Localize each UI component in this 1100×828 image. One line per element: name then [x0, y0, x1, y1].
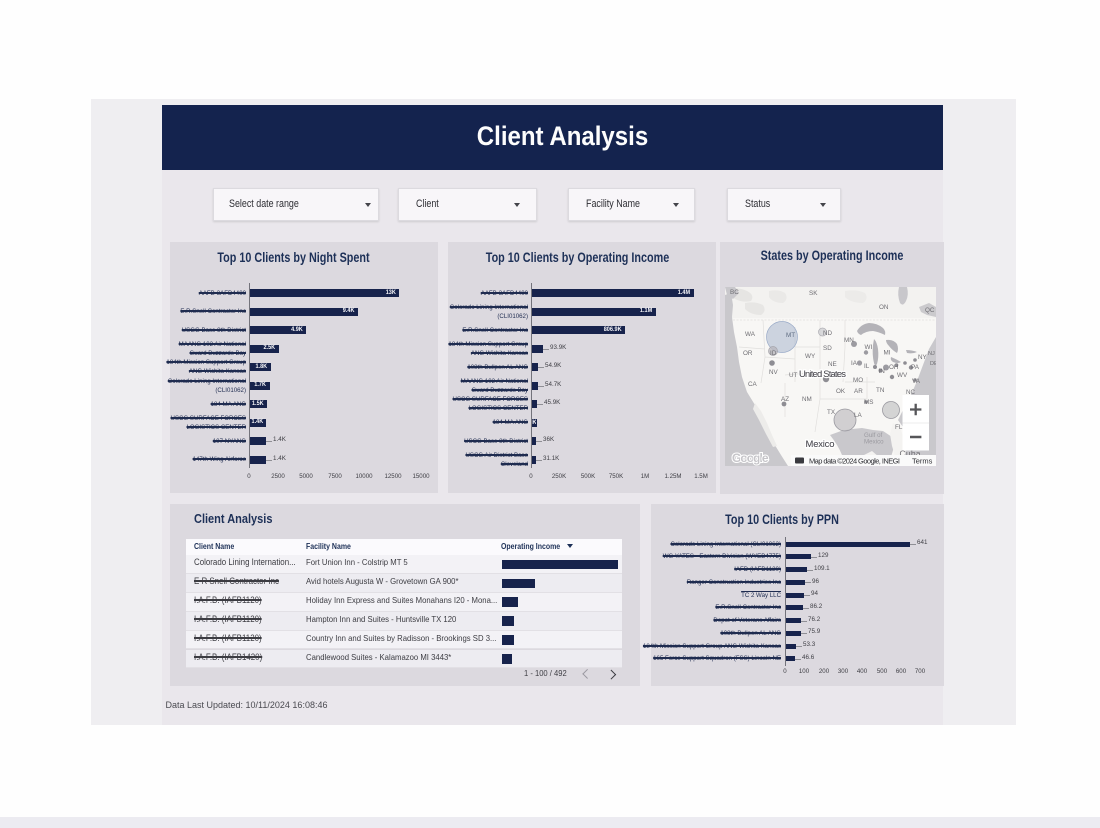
svg-text:NV: NV [769, 369, 779, 376]
svg-text:WV: WV [897, 372, 908, 379]
svg-text:Gulf of: Gulf of [864, 432, 883, 439]
svg-text:MN: MN [844, 337, 854, 344]
svg-text:Mexico: Mexico [806, 439, 835, 450]
svg-text:NC: NC [906, 389, 916, 396]
svg-text:TX: TX [827, 409, 836, 416]
svg-text:NJ: NJ [928, 351, 935, 357]
svg-text:VA: VA [912, 378, 921, 385]
svg-text:ID: ID [770, 350, 777, 357]
svg-text:NE: NE [828, 361, 837, 368]
svg-text:TN: TN [876, 387, 885, 394]
svg-text:IL: IL [864, 363, 870, 370]
svg-text:LA: LA [854, 412, 863, 419]
svg-text:NM: NM [802, 396, 812, 403]
svg-text:QC: QC [925, 307, 935, 314]
svg-text:NY: NY [918, 354, 928, 361]
svg-text:BC: BC [730, 289, 739, 296]
svg-text:Google: Google [732, 451, 769, 465]
svg-text:PA: PA [911, 364, 920, 371]
svg-text:AR: AR [854, 388, 863, 395]
svg-text:United States: United States [799, 369, 846, 380]
svg-text:WA: WA [745, 331, 756, 338]
svg-text:ND: ND [823, 330, 833, 337]
svg-text:MT: MT [786, 332, 795, 339]
svg-text:DE: DE [930, 361, 936, 367]
svg-text:ON: ON [879, 304, 889, 311]
svg-text:Mexico: Mexico [806, 439, 835, 450]
svg-text:MS: MS [864, 399, 873, 406]
svg-text:AZ: AZ [781, 396, 789, 403]
svg-text:Terms: Terms [912, 457, 933, 466]
svg-text:FL: FL [895, 424, 903, 431]
svg-text:IN: IN [879, 368, 886, 375]
svg-text:United States: United States [799, 369, 846, 380]
svg-text:CA: CA [748, 381, 758, 388]
svg-text:UT: UT [789, 372, 798, 379]
svg-text:MI: MI [884, 350, 891, 357]
svg-text:WI: WI [865, 344, 873, 351]
svg-text:OH: OH [889, 364, 899, 371]
svg-text:WY: WY [805, 353, 816, 360]
svg-text:SK: SK [809, 290, 818, 297]
svg-text:IA: IA [851, 360, 858, 367]
svg-text:Map data ©2024 Google, INEGI: Map data ©2024 Google, INEGI [809, 457, 900, 466]
svg-text:SD: SD [823, 345, 832, 352]
svg-text:MO: MO [853, 377, 863, 384]
svg-text:OR: OR [743, 350, 753, 357]
svg-text:Mexico: Mexico [864, 439, 884, 446]
svg-text:Cuba: Cuba [900, 449, 921, 459]
svg-text:OK: OK [836, 388, 846, 395]
